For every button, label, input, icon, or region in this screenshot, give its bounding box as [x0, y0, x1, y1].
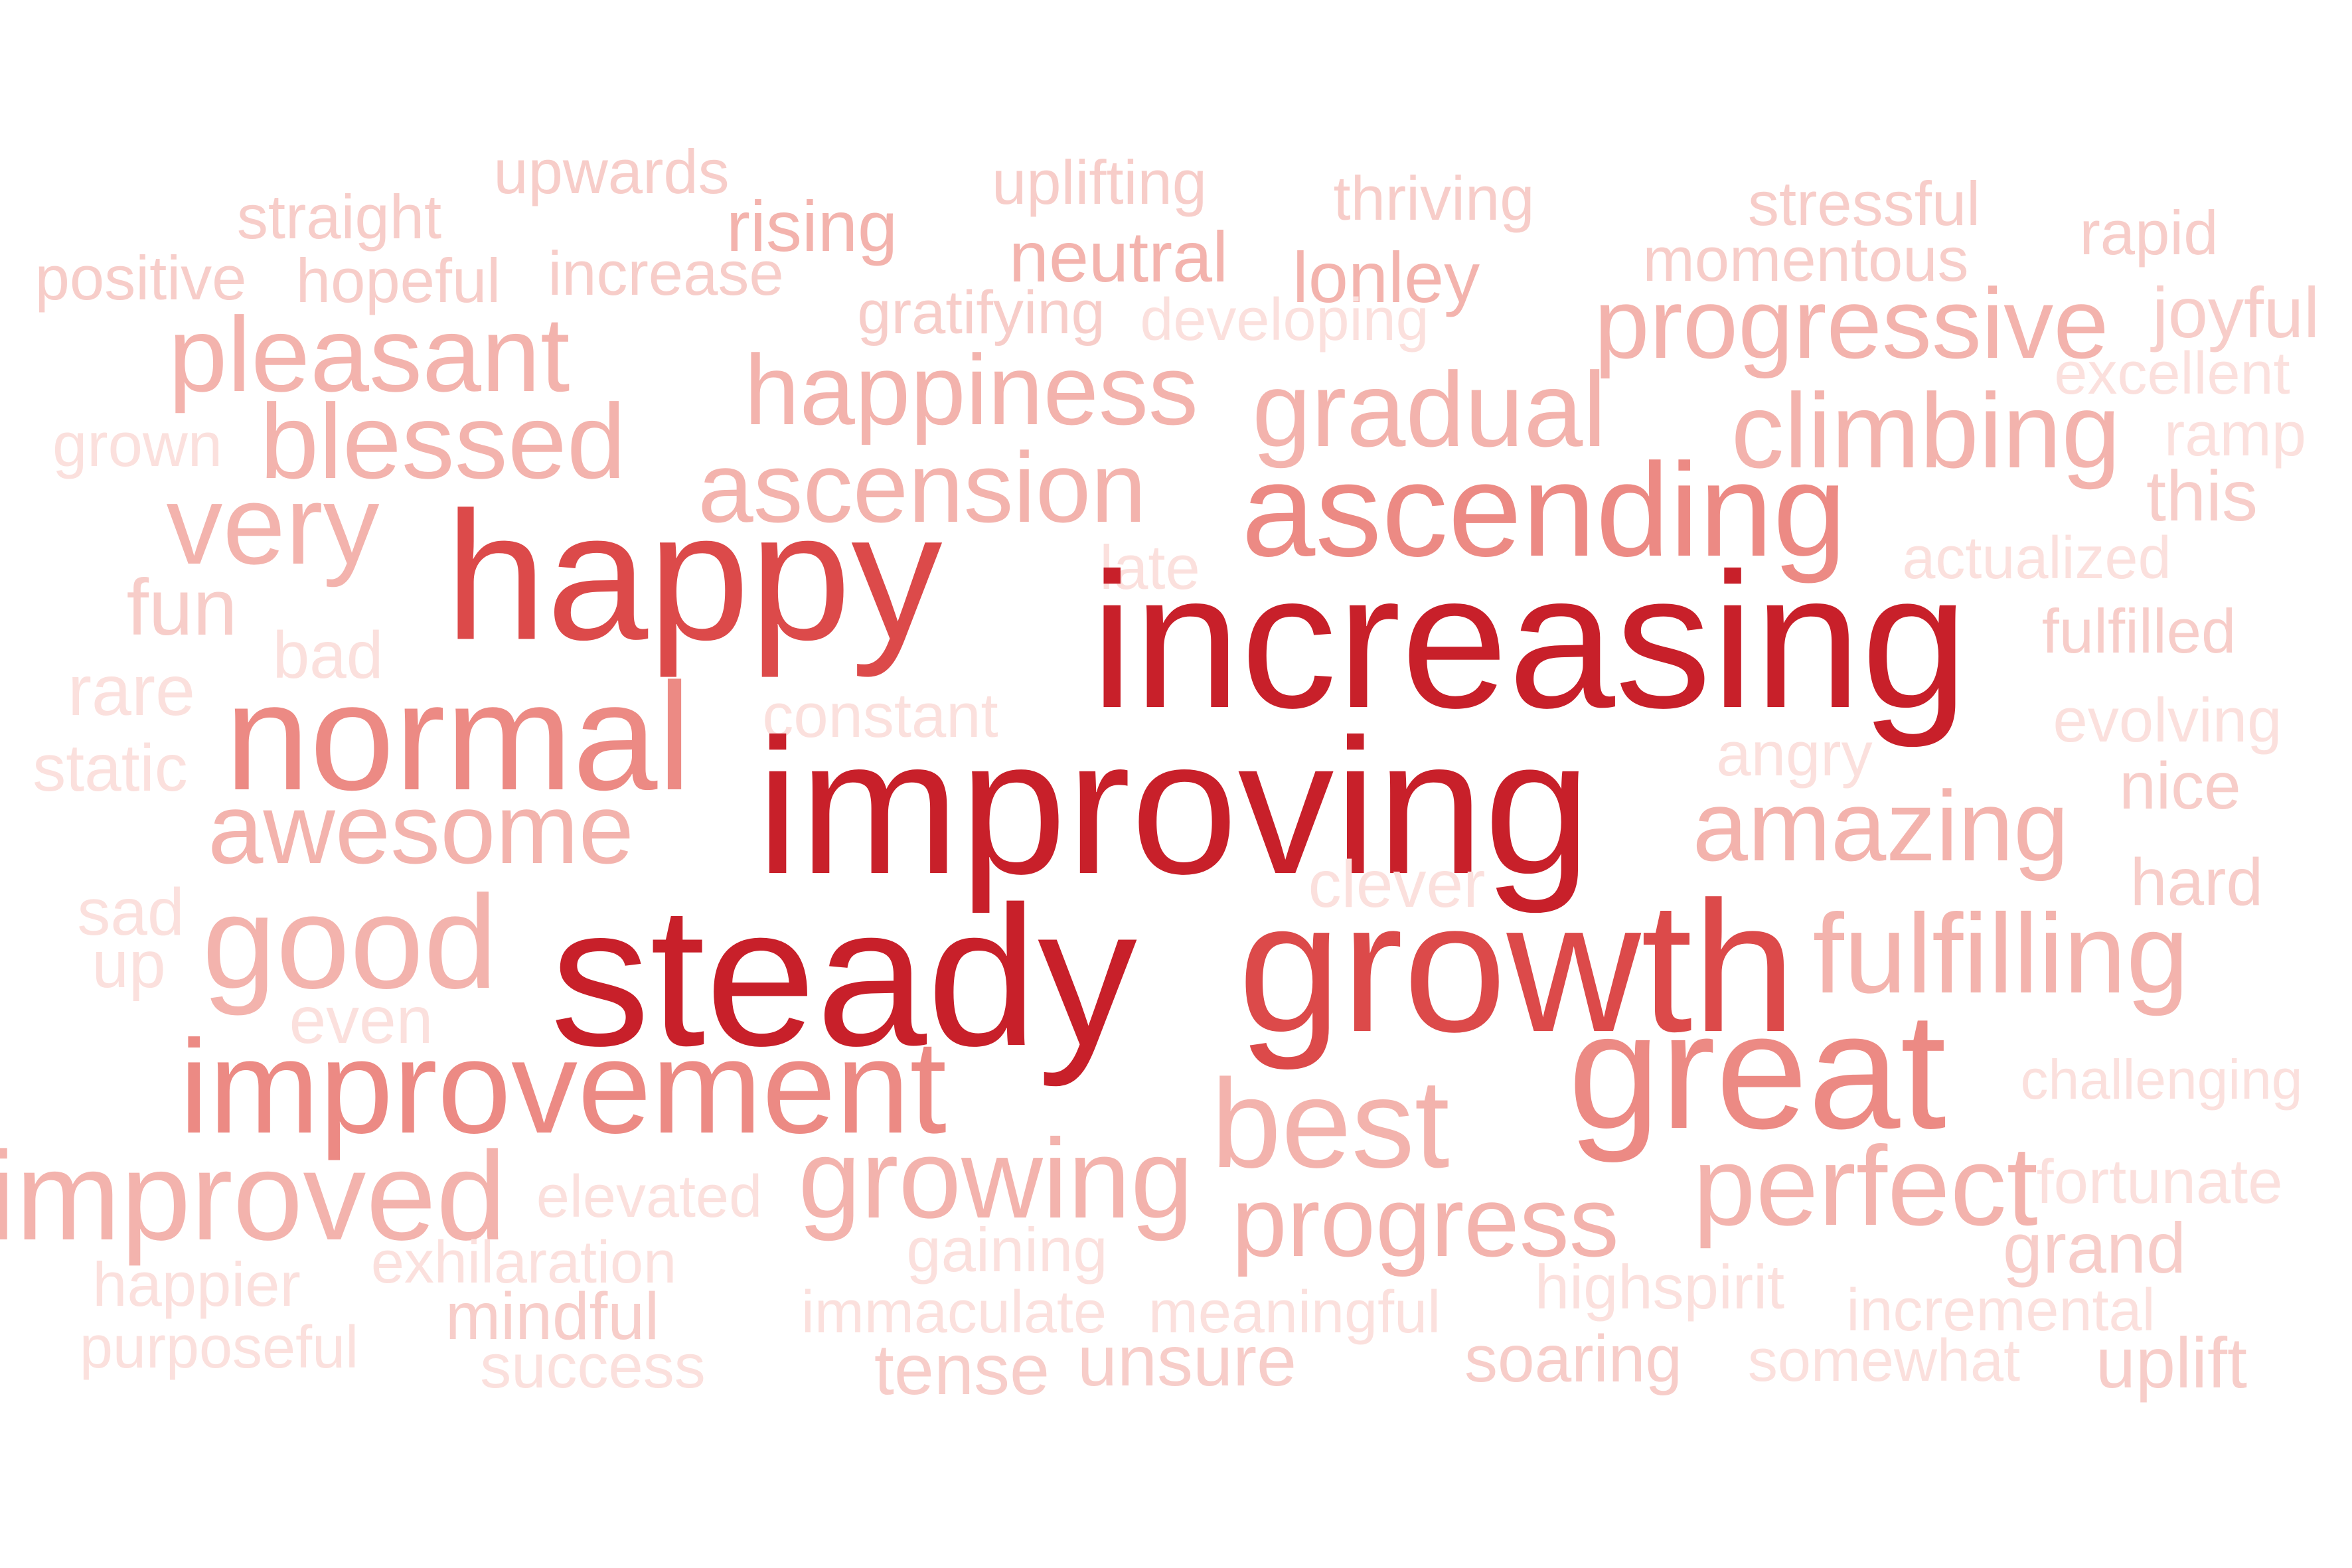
word-late: late — [1099, 532, 1200, 602]
word-lonley: lonley — [1292, 237, 1480, 317]
word-hard: hard — [2130, 845, 2264, 919]
word-constant: constant — [762, 680, 998, 750]
word-happier: happier — [92, 1249, 301, 1319]
word-mindful: mindful — [445, 1279, 660, 1354]
word-soaring: soaring — [1464, 1322, 1682, 1396]
word-ramp: ramp — [2163, 399, 2307, 469]
word-uplifting: uplifting — [992, 147, 1207, 217]
word-blessed: blessed — [260, 382, 626, 501]
word-clever: clever — [1308, 847, 1486, 921]
word-grown: grown — [52, 410, 223, 479]
word-fulfilled: fulfilled — [2041, 596, 2236, 666]
word-even: even — [289, 983, 433, 1058]
word-pleasant: pleasant — [168, 295, 570, 414]
word-evolving: evolving — [2053, 685, 2282, 755]
word-purposeful: purposeful — [79, 1314, 359, 1381]
word-growing: growing — [798, 1116, 1194, 1242]
word-progressive: progressive — [1594, 268, 2109, 379]
word-developing: developing — [1140, 287, 1429, 353]
word-momentous: momentous — [1642, 224, 1969, 294]
word-happiness: happiness — [744, 334, 1198, 445]
word-actualized: actualized — [1902, 525, 2171, 591]
word-grand: grand — [2002, 1208, 2187, 1288]
word-best: best — [1211, 1054, 1450, 1194]
word-climbing: climbing — [1731, 371, 2121, 490]
word-neutral: neutral — [1008, 216, 1229, 297]
word-progress: progress — [1231, 1166, 1619, 1277]
word-perfect: perfect — [1693, 1123, 2038, 1249]
word-somewhat: somewhat — [1747, 1328, 2021, 1394]
word-normal: normal — [224, 651, 692, 822]
word-immaculate: immaculate — [801, 1279, 1107, 1346]
word-unsure: unsure — [1077, 1320, 1297, 1401]
word-ascending: ascending — [1241, 436, 1847, 584]
word-awesome: awesome — [208, 773, 634, 884]
word-gradual: gradual — [1252, 350, 1607, 469]
word-highspirit: highspirit — [1534, 1252, 1785, 1322]
word-increasing: increasing — [1091, 533, 1968, 748]
word-this: this — [2146, 455, 2258, 536]
word-growth: growth — [1237, 864, 1796, 1071]
word-fortunate: fortunate — [2036, 1146, 2283, 1216]
word-improvement: improvement — [179, 1013, 947, 1161]
word-increase: increase — [548, 238, 784, 308]
word-meaningful: meaningful — [1148, 1279, 1441, 1346]
word-challenging: challenging — [2020, 1048, 2303, 1111]
word-straight: straight — [236, 182, 442, 252]
word-happy: happy — [445, 474, 943, 678]
word-static: static — [33, 731, 188, 805]
word-upwards: upwards — [493, 137, 730, 206]
word-excellent: excellent — [2054, 341, 2290, 407]
word-joyful: joyful — [2152, 272, 2320, 353]
word-nice: nice — [2119, 749, 2241, 823]
word-fulfilling: fulfilling — [1812, 891, 2189, 1017]
word-amazing: amazing — [1692, 770, 2069, 882]
word-sad: sad — [77, 875, 185, 949]
word-gaining: gaining — [906, 1215, 1108, 1285]
word-hopeful: hopeful — [295, 246, 501, 315]
word-improving: improving — [756, 699, 1591, 914]
word-up: up — [92, 927, 166, 1002]
word-gratifying: gratifying — [857, 279, 1105, 347]
word-good: good — [202, 868, 498, 1016]
word-success: success — [480, 1331, 706, 1401]
word-very: very — [166, 462, 380, 588]
word-elevated: elevated — [536, 1164, 763, 1230]
word-ascension: ascension — [698, 431, 1146, 543]
word-tense: tense — [874, 1329, 1050, 1409]
word-rising: rising — [726, 186, 898, 266]
word-thriving: thriving — [1333, 163, 1535, 233]
word-incremental: incremental — [1846, 1277, 2156, 1344]
word-exhilaration: exhilaration — [370, 1229, 677, 1296]
word-angry: angry — [1716, 719, 1873, 789]
word-improved: improved — [0, 1126, 507, 1267]
word-steady: steady — [550, 864, 1137, 1087]
word-rare: rare — [67, 650, 196, 730]
word-rapid: rapid — [2079, 198, 2219, 268]
word-great: great — [1568, 978, 1946, 1163]
word-stressful: stressful — [1748, 169, 1980, 238]
word-positive: positive — [35, 243, 247, 313]
word-uplift: uplift — [2095, 1322, 2248, 1403]
word-bad: bad — [272, 618, 384, 692]
word-fun: fun — [126, 563, 238, 652]
